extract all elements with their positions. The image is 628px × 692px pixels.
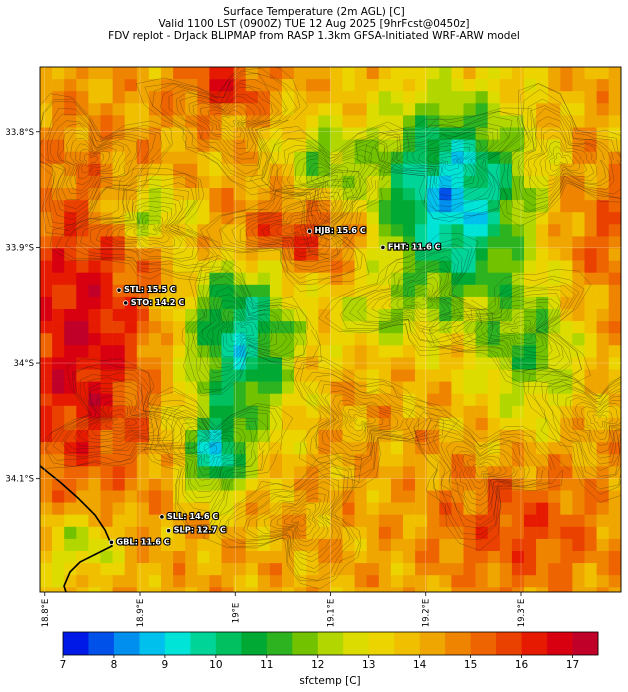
map-valid-time: Valid 1100 LST (0900Z) TUE 12 Aug 2025 [… <box>158 18 470 30</box>
station-label: SLP: 12.7 C <box>174 525 226 535</box>
station-markers: HJB: 15.6 C FHT: 11.6 C STL: 15.5 C STO: 14… <box>108 224 442 547</box>
station-label: FHT: 11.6 C <box>388 241 441 251</box>
lon-tick-label: 19°E <box>231 603 241 623</box>
colorbar-segment <box>164 632 191 655</box>
lat-tick-label: 33.9°S <box>5 243 34 253</box>
lat-tick-label: 33.8°S <box>5 128 34 138</box>
lat-tick-label: 34.1°S <box>5 475 34 485</box>
station-label: STL: 15.5 C <box>124 284 176 294</box>
colorbar-segment <box>368 632 395 655</box>
colorbar-segment <box>470 632 497 655</box>
station-marker <box>159 514 165 520</box>
temperature-grid <box>40 67 622 593</box>
colorbar-tick-label: 8 <box>110 659 118 671</box>
colorbar-segment <box>317 632 344 655</box>
map-source: FDV replot - DrJack BLIPMAP from RASP 1.… <box>108 30 520 42</box>
colorbar-tick-label: 14 <box>412 659 427 671</box>
longitude-ticks: 18.8°E 18.9°E 19°E 19.1°E 19.2°E 19.3°E <box>41 67 527 627</box>
lon-tick-label: 18.8°E <box>41 599 51 628</box>
colorbar-tick-label: 9 <box>161 659 169 671</box>
station-marker <box>306 228 313 234</box>
lat-tick-label: 34°S <box>14 359 34 369</box>
station-marker <box>123 300 129 306</box>
lon-tick-label: 19.1°E <box>327 599 337 628</box>
colorbar-tick-label: 16 <box>514 659 529 671</box>
colorbar-segment <box>419 632 446 655</box>
colorbar-segment <box>241 632 268 655</box>
colorbar-tick-label: 10 <box>209 659 223 671</box>
colorbar-segment <box>215 632 242 655</box>
colorbar-segment <box>572 632 599 655</box>
terrain-contours <box>40 67 621 590</box>
colorbar-segment <box>139 632 166 655</box>
colorbar-segment <box>113 632 140 655</box>
colorbar-tick-label: 13 <box>362 659 376 671</box>
station-marker <box>116 287 122 293</box>
lon-tick-label: 19.2°E <box>422 599 432 628</box>
colorbar-tick-label: 11 <box>260 659 274 671</box>
latitude-ticks: 33.8°S 33.9°S 34°S 34.1°S <box>5 128 621 485</box>
colorbar-segment <box>292 632 319 655</box>
lon-tick-label: 19.3°E <box>517 599 527 628</box>
coastline <box>39 465 114 593</box>
colorbar-tick-label: 7 <box>59 659 67 671</box>
colorbar-segment <box>63 632 89 655</box>
colorbar-segment <box>266 632 293 655</box>
map-title: Surface Temperature (2m AGL) [C] <box>223 6 405 18</box>
colorbar-segment <box>88 632 115 655</box>
colorbar <box>62 631 599 658</box>
colorbar-segment <box>521 632 548 655</box>
colorbar-tick-label: 12 <box>311 659 325 671</box>
colorbar-tick-label: 15 <box>463 659 478 671</box>
colorbar-label: sfctemp [C] <box>299 675 361 687</box>
colorbar-segment <box>496 632 522 655</box>
station-label: SLL: 14.6 C <box>167 511 219 521</box>
station-marker <box>108 539 115 545</box>
colorbar-segment <box>394 632 421 655</box>
lon-tick-label: 18.9°E <box>136 599 146 628</box>
colorbar-segment <box>445 632 472 655</box>
colorbar-segment <box>547 632 573 655</box>
station-marker <box>380 244 386 250</box>
colorbar-tick-label: 17 <box>565 659 580 671</box>
colorbar-segment <box>343 632 370 655</box>
station-label: HJB: 15.6 C <box>315 225 366 235</box>
station-label: GBL: 11.6 C <box>116 536 169 546</box>
station-label: STO: 14.2 C <box>131 297 185 307</box>
colorbar-segment <box>190 632 217 655</box>
station-marker <box>165 528 172 534</box>
